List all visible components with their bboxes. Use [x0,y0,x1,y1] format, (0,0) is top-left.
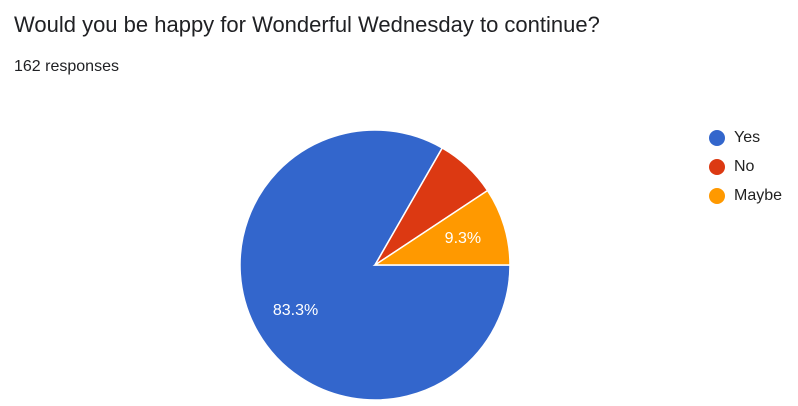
slice-label: 83.3% [273,302,318,319]
subtitle: 162 responses [14,58,119,75]
legend-label: No [734,158,755,175]
legend-marker [709,188,725,204]
pie-slice [372,189,511,266]
legend-label: Yes [734,129,760,146]
legend-label: Maybe [734,187,782,204]
slice-label: 9.3% [445,230,481,247]
legend-marker [709,159,725,175]
legend-marker [709,130,725,146]
chart-title: Would you be happy for Wonderful Wednesd… [14,12,600,37]
